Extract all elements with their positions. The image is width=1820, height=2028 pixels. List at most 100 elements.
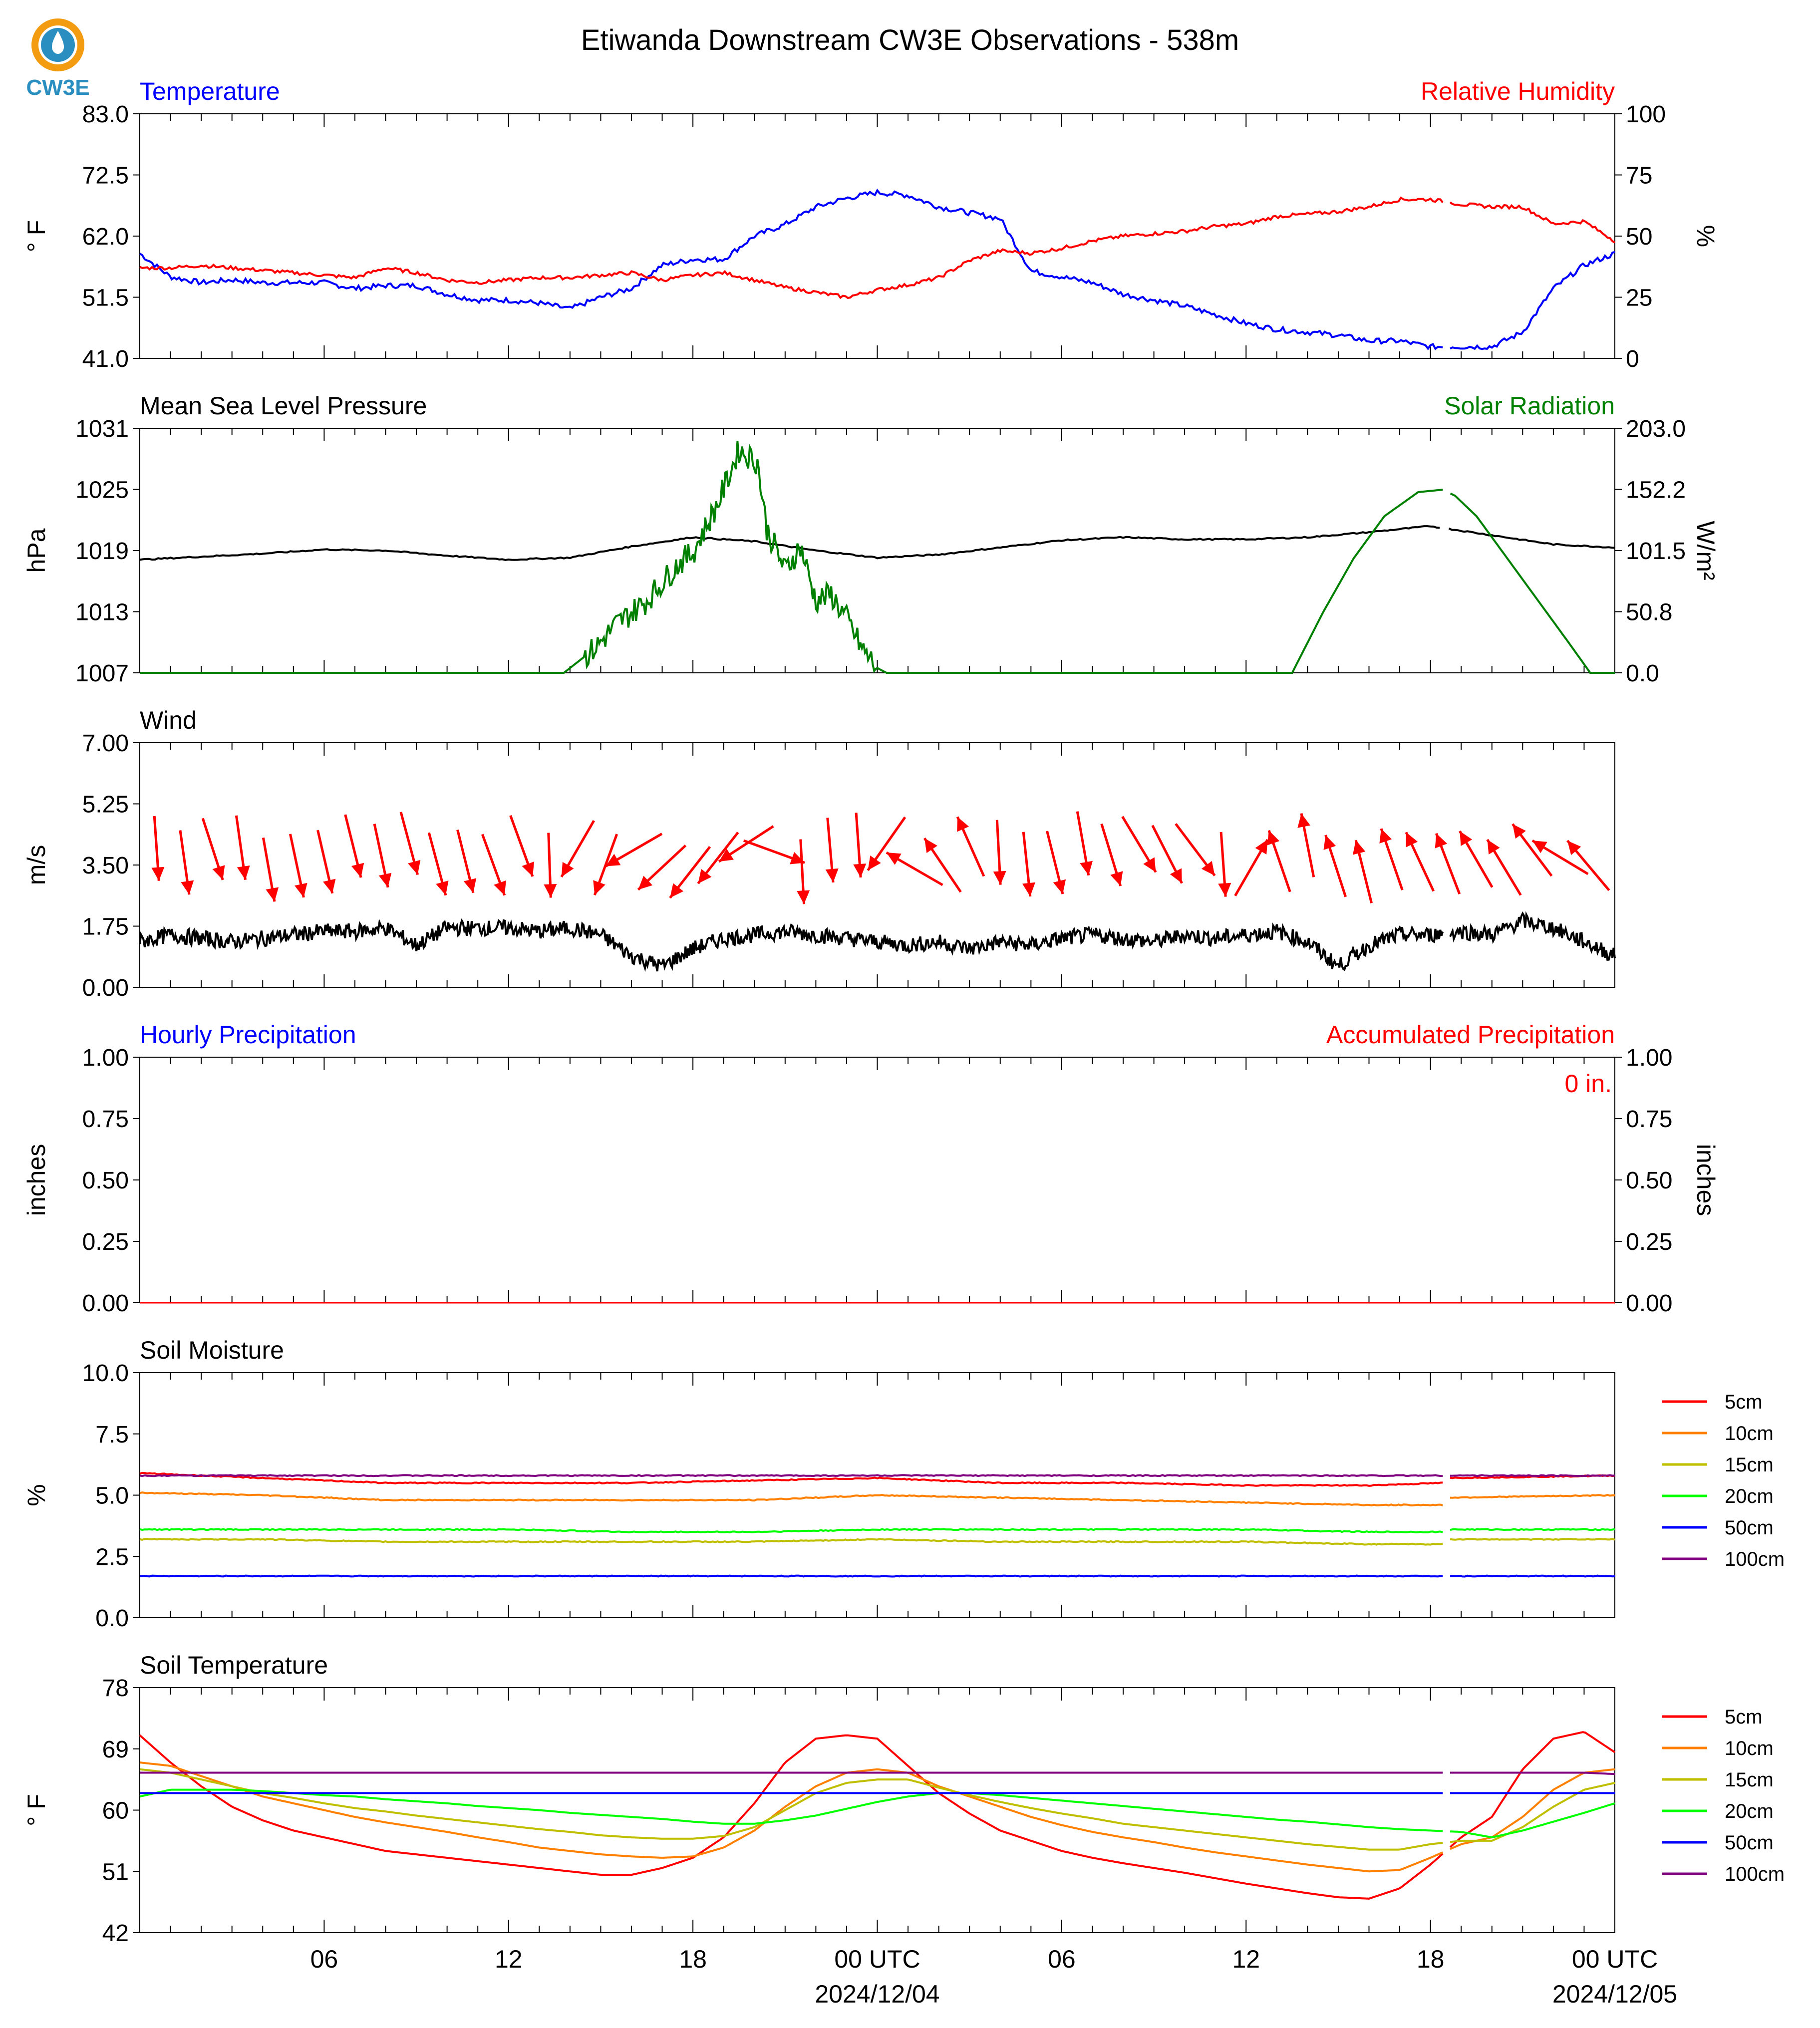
panel-precip: Hourly Precipitation Accumulated Precipit… (22, 1021, 1720, 1317)
logo-ring (31, 18, 84, 71)
y-axis-label-right: inches (1692, 1144, 1720, 1216)
y-tick-label: 0.00 (82, 975, 129, 1001)
precip-total-annotation: 0 in. (1564, 1070, 1612, 1098)
wind-arrow (669, 846, 711, 899)
cw3e-logo: CW3E (26, 18, 90, 100)
wind-arrow-head (853, 864, 867, 877)
y-tick-label: 1031 (75, 416, 129, 442)
legend-label: 20cm (1725, 1800, 1774, 1822)
pressure-line (139, 525, 1615, 562)
wind-arrow (1267, 830, 1291, 892)
y-axis-label: m/s (22, 845, 50, 885)
wind-arrow (373, 824, 392, 888)
x-tick-label: 12 (495, 1945, 523, 1973)
wind-arrow (1218, 832, 1231, 897)
panel-title-right: Accumulated Precipitation (1326, 1021, 1615, 1049)
wind-arrow (1566, 840, 1610, 891)
wind-arrow (399, 812, 421, 875)
y-tick-label-right: 75 (1626, 163, 1652, 189)
wind-arrow (637, 845, 687, 891)
wind-arrow (797, 839, 810, 904)
wind-arrow-head (237, 866, 250, 880)
series-line-wind-speed (139, 911, 1616, 972)
wind-arrow (1486, 839, 1522, 896)
y-tick-label-right: 0.00 (1626, 1290, 1672, 1317)
wind-arrow-head (1379, 829, 1392, 844)
wind-arrow-head (1532, 841, 1547, 854)
y-tick-label: 0.0 (95, 1605, 129, 1632)
y-axis-label: ° F (22, 1794, 50, 1826)
wind-arrow-head (408, 860, 421, 875)
wind-arrow (1100, 823, 1123, 886)
wind-arrow (456, 829, 477, 893)
wind-arrow-head (924, 838, 937, 853)
wind-arrow (179, 830, 194, 895)
x-tick-label: 12 (1232, 1945, 1260, 1973)
panel-title-right: Solar Radiation (1444, 392, 1615, 420)
wind-arrow-head (351, 863, 364, 878)
wind-arrow-head (1323, 835, 1336, 850)
y-tick-label: 1.00 (82, 1045, 129, 1071)
x-tick-label: 18 (679, 1945, 707, 1973)
wind-arrow (867, 816, 907, 871)
wind-arrow (427, 832, 449, 896)
y-axis-label-right: W/m² (1692, 521, 1720, 580)
x-tick-label: 00 UTC (834, 1945, 920, 1973)
wind-arrow (1297, 813, 1315, 877)
wind-arrow-head (797, 890, 810, 904)
y-tick-label: 0.00 (82, 1290, 129, 1317)
y-tick-label: 83.0 (82, 101, 129, 128)
panel-title-left: Mean Sea Level Pressure (140, 392, 427, 420)
y-tick-label: 41.0 (82, 346, 129, 372)
wind-arrow-head (698, 869, 712, 884)
wind-arrow (1121, 816, 1157, 873)
y-tick-label: 1025 (75, 477, 129, 504)
wind-arrow (1459, 830, 1494, 888)
y-tick-label-right: 101.5 (1626, 538, 1686, 565)
panels: Temperature Relative Humidity 41.0 51.5 62.0… (22, 77, 1785, 2008)
panel-title-right: Relative Humidity (1421, 77, 1615, 105)
y-axis-label: % (22, 1484, 50, 1506)
wind-arrow-head (212, 865, 225, 880)
y-tick-label: 0.25 (82, 1229, 129, 1255)
legend-label: 5cm (1725, 1706, 1763, 1728)
y-tick-label: 2.5 (95, 1544, 129, 1570)
wind-arrow (993, 820, 1006, 885)
wind-arrow-head (1406, 832, 1418, 848)
legend-label: 10cm (1725, 1738, 1774, 1759)
y-tick-label-right: 0.50 (1626, 1167, 1672, 1194)
wind-arrow-head (868, 856, 881, 870)
wind-arrow (1323, 835, 1347, 897)
y-tick-label: 72.5 (82, 163, 129, 189)
wind-arrow (1531, 839, 1589, 875)
wind-arrow-head (606, 854, 621, 867)
y-tick-label: 51 (102, 1859, 129, 1885)
panel-title-left: Wind (140, 706, 197, 734)
wind-arrow-head (1487, 839, 1500, 855)
panel-title-left: Soil Temperature (140, 1651, 328, 1679)
wind-arrow (593, 834, 618, 896)
legend-label: 50cm (1725, 1517, 1774, 1539)
legend-label: 20cm (1725, 1485, 1774, 1507)
wind-arrow-head (322, 878, 336, 893)
series-line-15cm (139, 1537, 1615, 1546)
wind-arrow-head (1567, 841, 1581, 856)
wind-arrow (509, 815, 535, 877)
wind-arrow-head (1201, 861, 1215, 876)
y-tick-label: 7.5 (95, 1422, 129, 1448)
wind-arrow (697, 832, 739, 884)
x-tick-label: 06 (1048, 1945, 1076, 1973)
wind-arrow-head (378, 872, 392, 887)
wind-arrow-head (1080, 861, 1093, 875)
plot-frame (139, 1687, 1615, 1933)
wind-arrow-head (638, 875, 653, 890)
y-tick-label: 5.25 (82, 792, 129, 818)
figure-title: Etiwanda Downstream CW3E Observations - … (581, 24, 1239, 56)
wind-arrow (316, 830, 336, 894)
wind-arrow-head (1513, 824, 1526, 839)
y-tick-label-right: 0 (1626, 346, 1639, 372)
wind-arrow-head (494, 880, 506, 895)
series-line-20cm (139, 1528, 1615, 1534)
wind-arrow (1435, 833, 1461, 894)
